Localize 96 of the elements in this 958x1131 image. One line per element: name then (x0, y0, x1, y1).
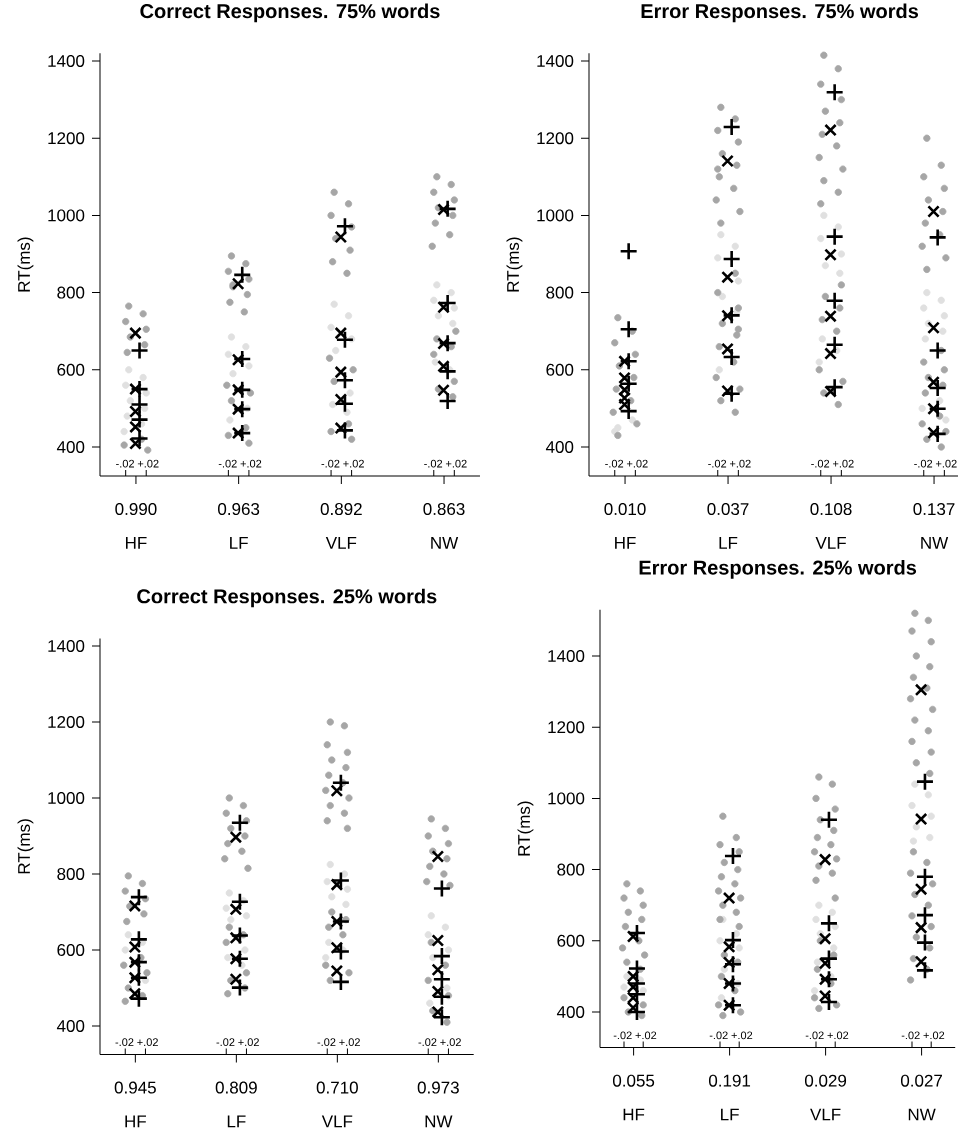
y-tick-label: 1200 (548, 721, 585, 734)
text: 0.710 (316, 1081, 358, 1094)
annotation: -.02 (811, 459, 830, 468)
x-tick-label: VLF (321, 1115, 353, 1128)
text: 0.963 (218, 503, 260, 516)
text: 0.809 (215, 1081, 257, 1094)
annotation: +.02 (240, 459, 262, 468)
y-tick-label: 1200 (48, 715, 85, 728)
text: 0.029 (804, 1074, 847, 1087)
x-tick-label: LF (230, 537, 248, 549)
annotation: +.02 (635, 1031, 657, 1040)
text: 0.010 (604, 503, 646, 516)
y-tick-label: 1000 (548, 792, 585, 805)
text: 0.108 (810, 503, 852, 516)
annotation: -.02 (901, 1031, 920, 1040)
x-tick-label: NW (921, 537, 949, 549)
x-tick-label: HF (623, 1108, 645, 1121)
chart-title: Error Responses. 25% words (639, 560, 917, 579)
x-tick-label: HF (125, 537, 147, 549)
annotation: +.02 (440, 1038, 461, 1047)
chart-title: Error Responses. 75% words (641, 3, 919, 23)
y-axis-title: RT(ms) (17, 237, 34, 292)
text: 0.137 (913, 503, 955, 516)
y-tick-label: 800 (57, 867, 85, 880)
y-axis-title: RT(ms) (506, 237, 523, 292)
y-axis-title: RT(ms) (517, 801, 534, 856)
y-tick-label: 1400 (48, 54, 85, 68)
x-tick-label: LF (721, 1108, 739, 1121)
annotation: -.02 (321, 459, 340, 468)
annotation: -.02 (914, 459, 933, 468)
y-tick-label: 800 (546, 286, 574, 299)
annotation: -.02 (424, 459, 443, 468)
annotation: -.02 (216, 1038, 235, 1047)
text: 0.892 (320, 503, 362, 516)
annotation: +.02 (238, 1038, 259, 1047)
annotation: +.02 (445, 459, 467, 468)
text: 0.027 (900, 1074, 942, 1087)
y-tick-label: 1200 (48, 132, 85, 145)
annotation: +.02 (935, 459, 957, 468)
annotation: +.02 (137, 459, 159, 468)
y-tick-label: 600 (557, 934, 585, 947)
annotation: -.02 (418, 1038, 437, 1047)
y-tick-label: 1400 (537, 54, 574, 68)
annotation: +.02 (832, 459, 854, 468)
text: 0.037 (707, 503, 749, 516)
annotation: +.02 (339, 1038, 360, 1047)
x-tick-label: NW (425, 1115, 453, 1128)
annotation: +.02 (729, 459, 751, 468)
x-tick-label: VLF (810, 1108, 841, 1121)
annotation: -.02 (709, 1031, 728, 1040)
y-tick-label: 400 (545, 440, 574, 454)
y-tick-label: 400 (556, 1005, 585, 1018)
y-tick-label: 400 (56, 440, 85, 454)
x-tick-label: NW (908, 1108, 936, 1121)
annotation: +.02 (626, 459, 648, 468)
x-tick-label: LF (719, 537, 738, 549)
text: 0.973 (417, 1081, 459, 1094)
text: 0.055 (612, 1074, 655, 1087)
y-tick-label: 600 (57, 943, 85, 956)
chart-title: Correct Responses. 75% words (140, 3, 440, 23)
annotation: +.02 (343, 459, 364, 468)
x-tick-label: LF (227, 1115, 246, 1128)
x-tick-label: HF (615, 537, 636, 549)
chart-title: Correct Responses. 25% words (137, 588, 437, 608)
annotation: +.02 (731, 1031, 753, 1040)
x-tick-label: VLF (815, 537, 846, 549)
annotation: +.02 (827, 1031, 849, 1040)
x-tick-label: HF (125, 1115, 146, 1128)
y-axis-title: RT(ms) (17, 819, 34, 874)
annotation: -.02 (317, 1038, 336, 1047)
y-tick-label: 1400 (548, 649, 585, 663)
text: 0.863 (423, 503, 465, 516)
y-tick-label: 600 (57, 363, 85, 376)
annotation: -.02 (115, 1038, 134, 1047)
annotation: -.02 (218, 459, 237, 468)
y-tick-label: 600 (546, 363, 574, 376)
text: 0.191 (708, 1074, 751, 1087)
y-tick-label: 800 (557, 863, 585, 876)
x-tick-label: NW (431, 537, 459, 549)
y-tick-label: 1000 (537, 209, 574, 222)
annotation: -.02 (116, 459, 135, 468)
y-tick-label: 1000 (48, 791, 85, 804)
annotation: +.02 (137, 1038, 158, 1047)
text: 0.945 (114, 1081, 156, 1094)
y-tick-label: 1400 (48, 639, 85, 652)
annotation: -.02 (805, 1031, 824, 1040)
y-tick-label: 1200 (537, 132, 574, 145)
y-tick-label: 1000 (48, 209, 85, 222)
y-tick-label: 800 (57, 286, 85, 299)
y-tick-label: 400 (56, 1019, 85, 1032)
annotation: -.02 (605, 459, 624, 468)
annotation: +.02 (923, 1031, 945, 1040)
text: 0.990 (115, 503, 157, 516)
x-tick-label: VLF (325, 537, 357, 549)
annotation: -.02 (613, 1031, 632, 1040)
annotation: -.02 (708, 459, 727, 468)
